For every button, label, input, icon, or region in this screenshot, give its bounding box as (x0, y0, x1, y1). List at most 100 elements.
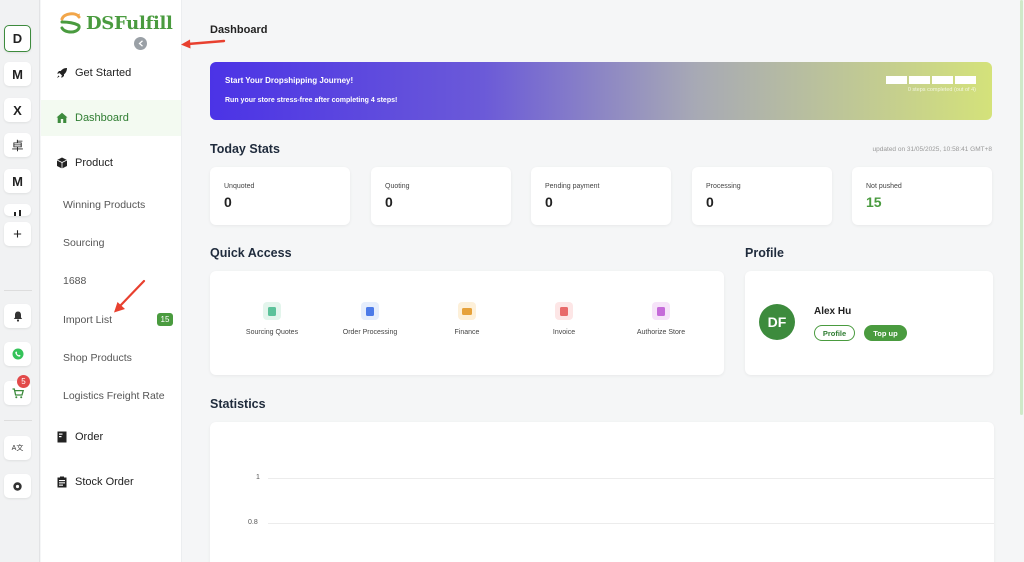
nav-winning-products[interactable]: Winning Products (63, 199, 146, 211)
nav-sidebar: DSFulfill Get Started Dashboard Product … (41, 0, 182, 562)
stat-label: Unquoted (224, 183, 255, 190)
steps-completed-label: 0 steps completed (out of 4) (907, 87, 976, 93)
quick-access-order-processing[interactable]: Order Processing (330, 302, 410, 336)
profile-title: Profile (745, 246, 784, 260)
stat-label: Pending payment (545, 183, 600, 190)
nav-get-started-label: Get Started (75, 67, 132, 79)
home-icon (56, 112, 68, 123)
avatar[interactable]: DF (759, 304, 795, 340)
y-tick-label: 0.8 (248, 519, 258, 526)
store-icon (652, 302, 670, 320)
nav-import-list[interactable]: Import List (63, 314, 113, 326)
banner-title: Start Your Dropshipping Journey! (225, 76, 354, 85)
profile-button[interactable]: Profile (814, 325, 855, 341)
import-list-count-badge: 15 (157, 313, 173, 326)
dsfulfill-logo-icon (60, 12, 81, 34)
stat-card-processing[interactable]: Processing 0 (692, 167, 832, 225)
rail-app-m-label: M (12, 66, 23, 82)
rail-settings-button[interactable] (4, 474, 31, 498)
nav-product[interactable]: Product (41, 153, 181, 173)
quick-access-invoice[interactable]: Invoice (524, 302, 604, 336)
nav-logistics-freight-rate[interactable]: Logistics Freight Rate (63, 390, 165, 402)
statistics-chart-card: 1 0.8 (210, 422, 994, 562)
quick-access-label: Sourcing Quotes (245, 329, 299, 336)
grid-line (268, 523, 994, 524)
quick-access-label: Invoice (552, 329, 576, 336)
rail-app-m[interactable]: M (4, 62, 31, 86)
rail-translate-button[interactable]: A文 (4, 436, 31, 460)
nav-get-started[interactable]: Get Started (41, 63, 181, 83)
order-icon (57, 431, 67, 443)
sidebar-collapse-button[interactable] (134, 37, 147, 50)
nav-shop-products[interactable]: Shop Products (63, 352, 132, 364)
onboarding-banner[interactable]: Start Your Dropshipping Journey! Run you… (210, 62, 992, 120)
stat-card-quoting[interactable]: Quoting 0 (371, 167, 511, 225)
nav-order[interactable]: Order (41, 427, 181, 447)
profile-name: Alex Hu (814, 306, 852, 317)
quick-access-title: Quick Access (210, 246, 292, 260)
stat-value: 0 (706, 194, 714, 210)
y-tick-label: 1 (256, 474, 260, 481)
nav-dashboard-label: Dashboard (75, 112, 129, 124)
nav-product-label: Product (75, 157, 113, 169)
quick-access-authorize-store[interactable]: Authorize Store (621, 302, 701, 336)
rail-app-partial[interactable] (4, 204, 31, 216)
quick-access-label: Finance (454, 329, 480, 336)
quick-access-card: Sourcing Quotes Order Processing Finance… (210, 271, 724, 375)
stat-card-not-pushed[interactable]: Not pushed 15 (852, 167, 992, 225)
stat-label: Quoting (385, 183, 410, 190)
nav-stock-order-label: Stock Order (75, 476, 134, 488)
rail-app-zhuo[interactable]: 卓 (4, 133, 31, 157)
nav-1688[interactable]: 1688 (63, 275, 87, 287)
rail-whatsapp-button[interactable] (4, 342, 31, 366)
rail-app-m2-label: M (12, 173, 23, 189)
onboarding-steps-progress (886, 76, 976, 84)
nav-order-label: Order (75, 431, 104, 443)
statistics-title: Statistics (210, 397, 266, 411)
main-content: Dashboard Start Your Dropshipping Journe… (182, 0, 1024, 562)
order-processing-icon (361, 302, 379, 320)
clipboard-icon (57, 476, 67, 488)
stat-card-unquoted[interactable]: Unquoted 0 (210, 167, 350, 225)
rocket-icon (57, 68, 67, 78)
grid-line (268, 478, 994, 479)
rail-cart-button[interactable]: 5 (4, 375, 31, 405)
box-icon (56, 157, 68, 169)
translate-icon: A文 (11, 445, 24, 452)
invoice-icon (555, 302, 573, 320)
scrollbar-thumb[interactable] (1020, 0, 1023, 415)
step-segment (932, 76, 953, 84)
rail-app-x-label: X (13, 102, 22, 118)
nav-dashboard[interactable]: Dashboard (41, 100, 181, 136)
chevron-left-icon (138, 40, 143, 47)
profile-card: DF Alex Hu Profile Top up (745, 271, 993, 375)
bell-icon (13, 311, 22, 322)
quick-access-sourcing-quotes[interactable]: Sourcing Quotes (232, 302, 312, 336)
stat-value: 0 (385, 194, 393, 210)
stat-value: 0 (224, 194, 232, 210)
scrollbar[interactable] (1019, 0, 1024, 562)
cart-icon (12, 387, 24, 398)
top-up-button[interactable]: Top up (864, 325, 907, 341)
wallet-icon (458, 302, 476, 320)
rail-add-button[interactable]: + (4, 222, 31, 246)
brand-name: DSFulfill (86, 12, 173, 34)
rail-app-d[interactable]: D (4, 25, 31, 52)
rail-app-m2[interactable]: M (4, 169, 31, 193)
rail-partial-icon (13, 210, 21, 216)
nav-stock-order[interactable]: Stock Order (41, 472, 181, 492)
stat-card-pending-payment[interactable]: Pending payment 0 (531, 167, 671, 225)
rail-notification-button[interactable] (4, 304, 31, 328)
rail-app-x[interactable]: X (4, 98, 31, 122)
rail-app-d-label: D (12, 31, 23, 46)
stat-label: Not pushed (866, 183, 902, 190)
brand-logo[interactable]: DSFulfill (58, 10, 173, 36)
nav-sourcing[interactable]: Sourcing (63, 237, 105, 249)
app-rail: D M X 卓 M + 5 A文 (0, 0, 40, 562)
quick-access-finance[interactable]: Finance (427, 302, 507, 336)
sourcing-quotes-icon (263, 302, 281, 320)
whatsapp-icon (12, 348, 23, 360)
rail-add-label: + (13, 225, 22, 243)
stat-value: 15 (866, 194, 882, 210)
cart-count-badge: 5 (17, 375, 30, 388)
